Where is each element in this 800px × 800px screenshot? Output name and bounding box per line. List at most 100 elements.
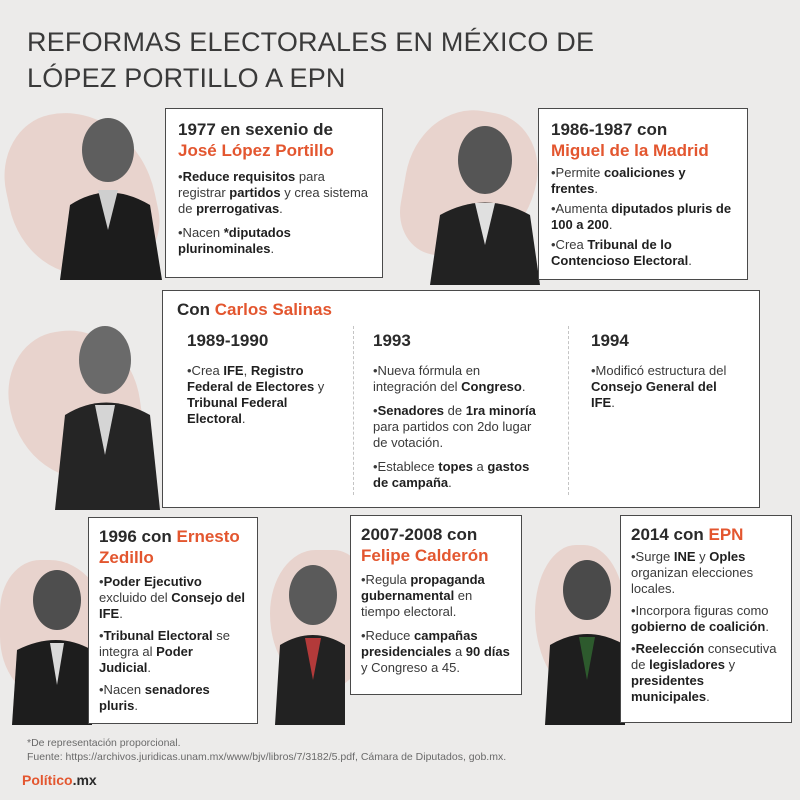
text-run: y Congreso a 45.: [361, 660, 461, 675]
bullet-item: •Modificó estructura del Consejo General…: [591, 363, 741, 411]
bold-text: diputados pluris de 100 a 200: [551, 201, 732, 232]
bold-text: Consejo General del IFE: [591, 379, 717, 410]
bold-text: legisladores: [649, 657, 725, 672]
bullet-item: •Nueva fórmula en integración del Congre…: [373, 363, 543, 395]
bold-text: prerrogativas: [196, 201, 280, 216]
text-run: .: [134, 698, 139, 713]
bold-text: senadores pluris: [99, 682, 210, 713]
text-run: •: [373, 403, 378, 418]
text-run: para partidos con 2do lugar de votación.: [373, 419, 532, 450]
bold-text: INE: [673, 549, 696, 564]
bullet-item: •Aumenta diputados pluris de 100 a 200.: [551, 201, 735, 233]
bold-text: 1ra minoría: [465, 403, 536, 418]
bold-text: gastos de campaña: [373, 459, 530, 490]
bullet-item: •Reduce campañas presidenciales a 90 día…: [361, 628, 511, 676]
bullet-item: •Reduce requisitos para registrar partid…: [178, 169, 370, 217]
bold-text: Poder Judicial: [99, 644, 193, 675]
footnote: *De representación proporcional.: [27, 737, 181, 749]
bold-text: campañas presidenciales: [361, 628, 478, 659]
text-run: .: [279, 201, 283, 216]
text-run: y: [695, 549, 710, 564]
bullet-item: •Tribunal Electoral se integra al Poder …: [99, 628, 247, 676]
bold-text: Tribunal Federal Electoral: [187, 395, 288, 426]
text-run: •Establece: [373, 459, 439, 474]
card-epn: 2014 con EPN •Surge INE y Oples organiza…: [620, 515, 792, 723]
bold-text: partidos: [229, 185, 281, 200]
text-run: .: [611, 395, 615, 410]
card-heading: 1986-1987 con Miguel de la Madrid: [551, 120, 709, 160]
card-heading: 1977 en sexenio de José López Portillo: [178, 120, 334, 160]
text-run: .: [594, 181, 598, 196]
year-label: 1989-1990: [187, 331, 269, 350]
card-heading: 1996 con Ernesto Zedillo: [99, 527, 240, 567]
text-run: •Reduce: [361, 628, 414, 643]
text-run: .: [608, 217, 613, 232]
bullet-item: •Incorpora figuras como gobierno de coal…: [631, 603, 781, 635]
bold-text: Reelección: [635, 641, 705, 656]
portrait-de-la-madrid: [430, 126, 540, 285]
card-salinas: Con Carlos Salinas 1989-1990 •Crea IFE, …: [162, 290, 760, 508]
card-heading: 2007-2008 con Felipe Calderón: [361, 525, 489, 565]
bold-text: Oples: [709, 549, 746, 564]
text-run: en tiempo electoral.: [361, 588, 473, 619]
text-run: .: [688, 253, 692, 268]
president-name: Carlos Salinas: [214, 300, 332, 319]
column-1994: 1994 •Modificó estructura del Consejo Ge…: [591, 331, 741, 411]
text-run: •Crea: [187, 363, 224, 378]
text-run: •Nueva fórmula en integración del: [373, 363, 481, 394]
portrait-pena-nieto: [545, 560, 625, 725]
bold-text: 90 días: [465, 644, 510, 659]
bold-text: Senadores: [377, 403, 445, 418]
bold-text: Tribunal de lo Contencioso Electoral: [551, 237, 689, 268]
text-run: a: [451, 644, 466, 659]
president-name: Miguel de la Madrid: [551, 141, 709, 160]
bold-text: *diputados plurinominales: [178, 225, 291, 256]
page-title: REFORMAS ELECTORALES EN MÉXICO DE LÓPEZ …: [27, 27, 595, 93]
text-run: •: [99, 628, 104, 643]
bullet-item: •Establece topes a gastos de campaña.: [373, 459, 543, 491]
text-run: consecutiva de: [631, 641, 777, 672]
text-run: .: [119, 606, 123, 621]
source-line: Fuente: https://archivos.juridicas.unam.…: [27, 751, 507, 763]
text-run: •Regula: [361, 572, 411, 587]
text-run: •: [178, 169, 183, 184]
text-run: y: [724, 657, 736, 672]
text-run: a: [472, 459, 488, 474]
text-run: .: [241, 411, 246, 426]
president-name: Felipe Calderón: [361, 546, 489, 565]
text-run: •Modificó estructura del: [591, 363, 727, 378]
column-1989: 1989-1990 •Crea IFE, Registro Federal de…: [187, 331, 337, 427]
text-run: .: [765, 619, 769, 634]
politico-logo: Político.mx: [22, 772, 97, 788]
text-run: •: [99, 574, 104, 589]
bold-text: topes: [438, 459, 473, 474]
bold-text: Registro Federal de Electores: [187, 363, 315, 394]
bold-text: Tribunal Electoral: [103, 628, 213, 643]
card-calderon: 2007-2008 con Felipe Calderón •Regula pr…: [350, 515, 522, 695]
text-run: para registrar: [178, 169, 325, 200]
text-run: •Crea: [551, 237, 588, 252]
text-run: •Permite: [551, 165, 604, 180]
bold-text: Poder Ejecutivo: [103, 574, 202, 589]
bold-text: Reduce requisitos: [182, 169, 296, 184]
text-run: .: [147, 660, 152, 675]
bullet-item: •Crea IFE, Registro Federal de Electores…: [187, 363, 337, 427]
text-run: ,: [243, 363, 251, 378]
card-lopez-portillo: 1977 en sexenio de José López Portillo •…: [165, 108, 383, 278]
bold-text: Congreso: [461, 379, 522, 394]
text-run: y: [314, 379, 325, 394]
text-run: .: [521, 379, 526, 394]
bullet-item: •Reelección consecutiva de legisladores …: [631, 641, 781, 705]
text-run: se integra al: [99, 628, 230, 659]
portrait-calderon: [275, 565, 345, 725]
president-name: EPN: [708, 525, 744, 544]
bold-text: Consejo del IFE: [99, 590, 245, 621]
bullet-item: •Nacen senadores pluris.: [99, 682, 247, 714]
text-run: •Surge: [631, 549, 674, 564]
text-run: .: [270, 241, 275, 256]
bold-text: propaganda gubernamental: [361, 572, 485, 603]
bullet-item: •Permite coaliciones y frentes.: [551, 165, 735, 197]
card-de-la-madrid: 1986-1987 con Miguel de la Madrid •Permi…: [538, 108, 748, 280]
column-1993: 1993 •Nueva fórmula en integración del C…: [373, 331, 543, 491]
card-heading: Con Carlos Salinas: [177, 300, 332, 319]
